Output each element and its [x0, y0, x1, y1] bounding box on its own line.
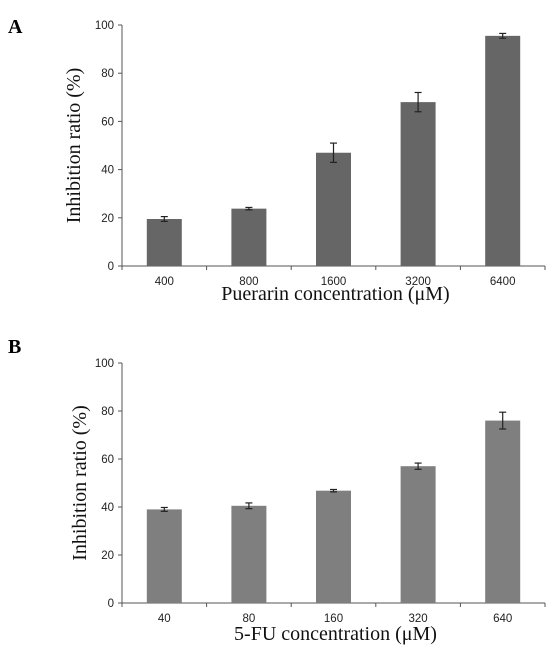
x-tick-label-320: 320: [409, 613, 428, 625]
y-tick-label: 60: [101, 454, 114, 466]
y-tick-label: 60: [101, 116, 114, 128]
y-tick-label: 0: [108, 598, 114, 610]
bar-6400: [485, 35, 521, 266]
x-tick-label-40: 40: [158, 613, 171, 625]
bar-1600: [316, 152, 351, 266]
bar-160: [316, 490, 351, 603]
bar-400: [146, 219, 182, 266]
bar-320: [400, 466, 436, 603]
y-tick-label: 80: [101, 406, 114, 418]
panel-letter-b: B: [8, 336, 21, 358]
y-tick-label: 20: [101, 213, 114, 225]
x-tick-label-400: 400: [155, 276, 174, 288]
x-tick-label-6400: 6400: [490, 276, 516, 288]
y-axis-title: Inhibition ratio (%): [69, 405, 91, 561]
x-tick-label-800: 800: [239, 276, 258, 288]
chart-b-5fu: 0 20 40 60 80 100 40 80 160 320 640 5-FU concentrat…: [69, 358, 546, 645]
panel-letter-a: A: [8, 16, 23, 38]
bar-800: [231, 208, 267, 266]
x-tick-label-160: 160: [324, 613, 343, 625]
y-tick-label: 0: [108, 261, 114, 273]
y-tick-label: 100: [95, 20, 114, 32]
y-axis-title: Inhibition ratio (%): [63, 68, 85, 224]
bar-80: [231, 505, 267, 603]
y-tick-label: 40: [101, 165, 114, 177]
x-axis-title: 5-FU concentration (μM): [234, 623, 437, 645]
x-tick-label-640: 640: [493, 613, 512, 625]
bar-640: [485, 420, 521, 603]
x-tick-label-3200: 3200: [405, 276, 431, 288]
y-tick-label: 80: [101, 68, 114, 80]
bar-40: [146, 509, 182, 603]
bar-3200: [400, 102, 436, 267]
x-tick-label-80: 80: [243, 613, 256, 625]
y-tick-label: 20: [101, 550, 114, 562]
chart-a-puerarin: 0 20 40 60 80 100 400 800 1600 3200 6400 Puerarin c…: [63, 20, 546, 305]
y-tick-label: 100: [95, 358, 114, 370]
y-tick-label: 40: [101, 502, 114, 514]
x-axis-title: Puerarin concentration (μM): [221, 283, 449, 305]
x-tick-label-1600: 1600: [321, 276, 347, 288]
